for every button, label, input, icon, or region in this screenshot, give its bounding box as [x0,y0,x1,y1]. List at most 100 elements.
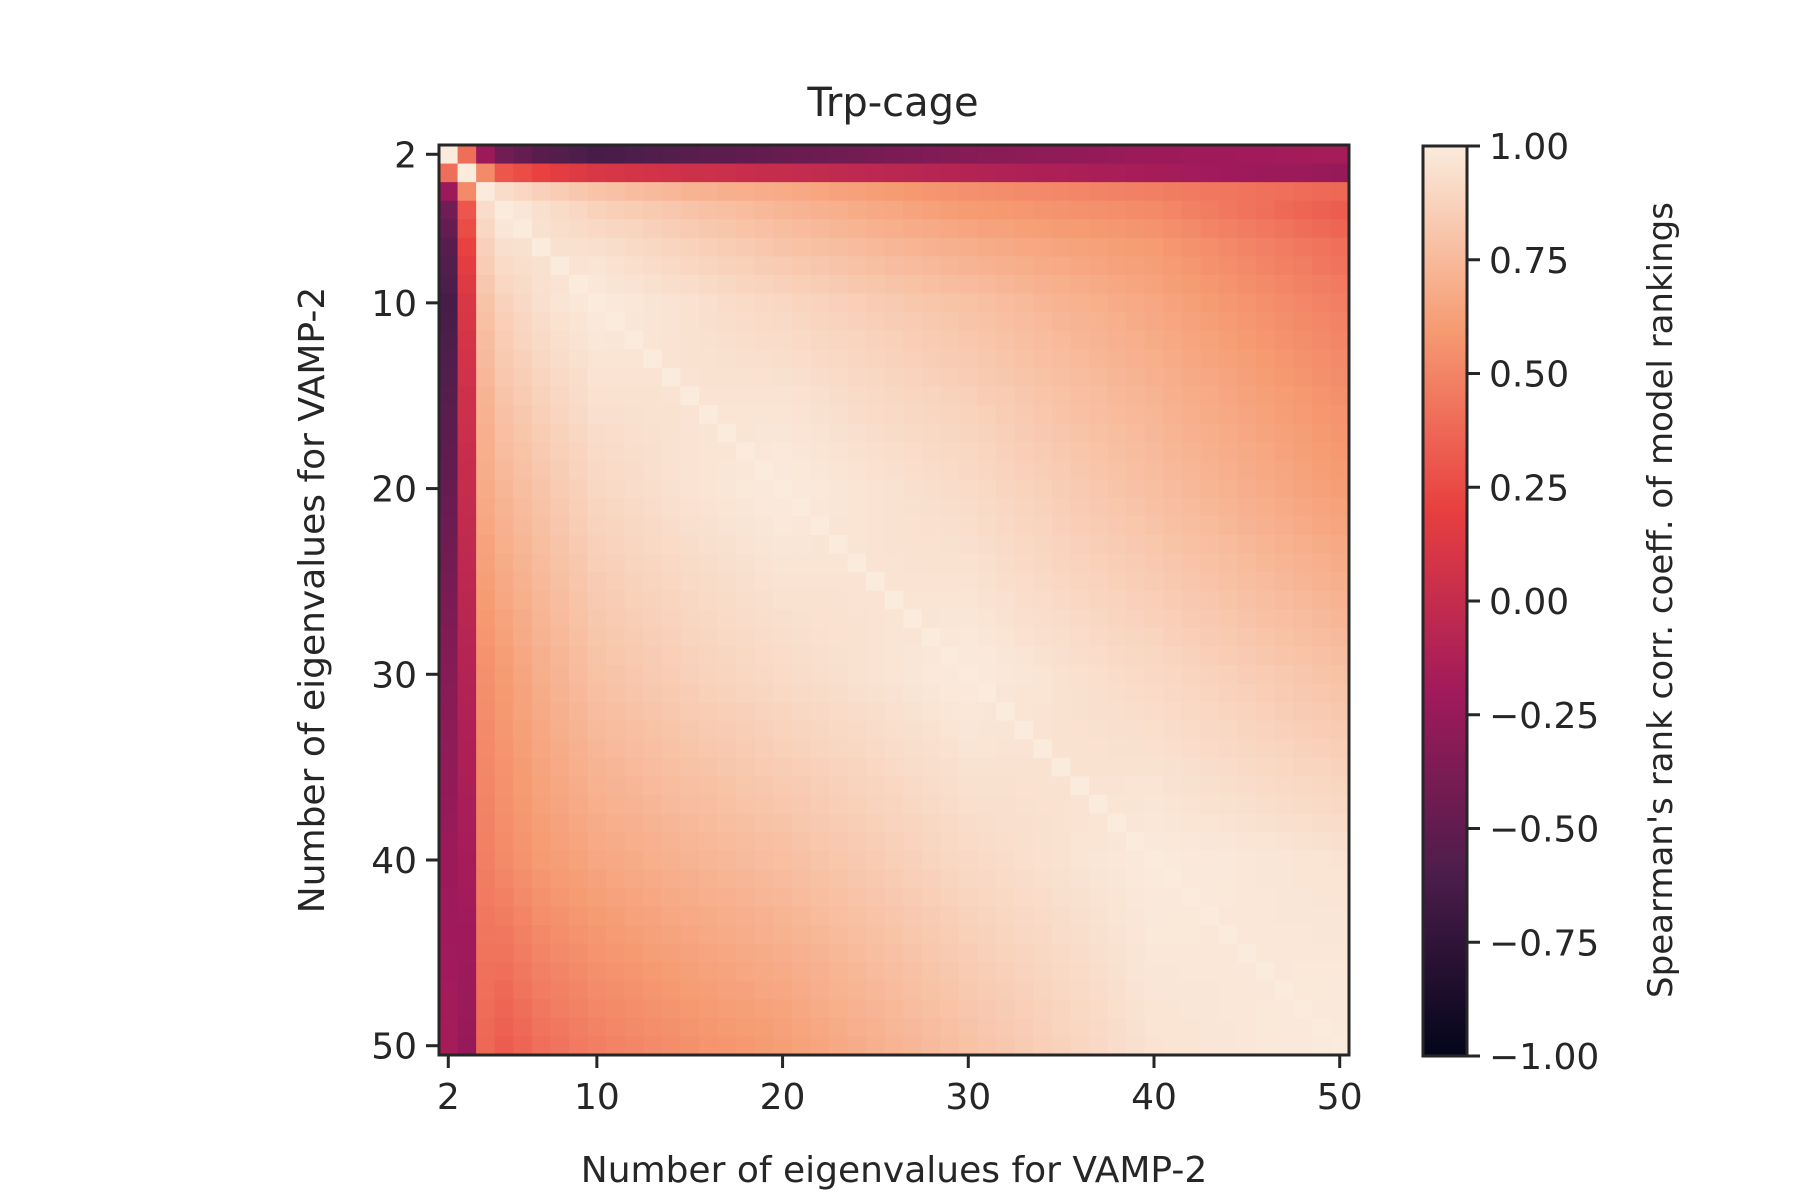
heatmap-cell [1219,832,1239,852]
heatmap-cell [1256,479,1276,499]
heatmap-cell [903,312,923,332]
heatmap-cell [1014,832,1034,852]
heatmap-cell [717,887,737,908]
heatmap-cell [1293,702,1313,722]
heatmap-cell [661,330,682,350]
heatmap-cell [940,757,960,778]
heatmap-cell [699,980,719,1000]
heatmap-cell [569,275,589,295]
heatmap-cell [1014,275,1034,295]
heatmap-cell [754,256,774,276]
heatmap-cell [513,553,533,573]
heatmap-cell [810,776,830,796]
heatmap-cell [1126,256,1146,276]
heatmap-cell [457,813,477,833]
heatmap-cell [680,999,700,1019]
heatmap-cell [1144,646,1164,666]
heatmap-cell [717,572,737,592]
heatmap-cell [940,665,960,685]
heatmap-cell [903,757,923,778]
heatmap-cell [921,256,942,276]
heatmap-cell [606,200,626,220]
heatmap-cell [921,367,942,388]
heatmap-cell [1311,219,1332,239]
heatmap-cell [1033,665,1053,685]
heatmap-cell [439,702,459,722]
heatmap-cell [1330,739,1350,759]
heatmap-cell [996,237,1016,258]
heatmap-cell [606,219,626,239]
heatmap-cell [494,609,514,629]
heatmap-cell [1051,999,1072,1019]
x-axis-label: Number of eigenvalues for VAMP-2 [581,1150,1207,1191]
heatmap-cell [1070,442,1090,462]
heatmap-cell [829,683,849,703]
heatmap-cell [476,200,496,220]
heatmap-cell [1219,386,1239,406]
heatmap-cell [717,925,737,945]
heatmap-cell [866,293,886,313]
heatmap-cell [661,609,682,629]
heatmap-cell [513,256,533,276]
heatmap-cell [1144,887,1164,908]
heatmap-cell [1311,182,1332,202]
heatmap-cell [1070,1036,1090,1056]
heatmap-cell [1033,906,1053,926]
heatmap-cell [643,275,663,295]
heatmap-cell [736,999,756,1019]
heatmap-cell [476,776,496,796]
heatmap-cell [624,275,644,295]
heatmap-cell [736,497,756,518]
heatmap-cell [1256,516,1276,536]
heatmap-cell [996,330,1016,350]
heatmap-cell [1033,646,1053,666]
heatmap-cell [606,943,626,963]
heatmap-cell [1144,312,1164,332]
heatmap-cell [476,312,496,332]
heatmap-cell [977,535,997,555]
heatmap-cell [996,850,1016,870]
heatmap-cell [847,943,867,963]
heatmap-cell [903,553,923,573]
heatmap-cell [977,1017,997,1038]
heatmap-cell [847,925,867,945]
heatmap-cell [1051,609,1072,629]
heatmap-cell [1051,553,1072,573]
heatmap-cell [884,405,904,425]
heatmap-cell [457,460,477,480]
heatmap-cell [903,219,923,239]
heatmap-cell [569,535,589,555]
heatmap-cell [1033,1017,1053,1038]
heatmap-cell [624,423,644,443]
heatmap-cell [866,367,886,388]
heatmap-cell [977,813,997,833]
heatmap-cell [1014,535,1034,555]
heatmap-cell [457,293,477,313]
heatmap-cell [1033,405,1053,425]
heatmap-cell [810,683,830,703]
heatmap-cell [439,572,459,592]
heatmap-cell [494,590,514,610]
heatmap-cell [661,460,682,480]
heatmap-cell [1089,479,1109,499]
heatmap-cell [476,386,496,406]
heatmap-cell [1033,312,1053,332]
heatmap-cell [810,739,830,759]
heatmap-cell [699,423,719,443]
heatmap-cell [847,1017,867,1038]
heatmap-cell [1219,349,1239,369]
heatmap-cell [940,590,960,610]
heatmap-cell [736,795,756,815]
heatmap-cell [866,145,886,165]
heatmap-cell [717,293,737,313]
heatmap-cell [903,962,923,982]
heatmap-cell [1144,330,1164,350]
heatmap-cell [1181,1017,1202,1038]
heatmap-cell [1256,312,1276,332]
heatmap-cell [476,1017,496,1038]
heatmap-cell [1237,460,1257,480]
heatmap-cell [921,683,942,703]
heatmap-cell [1330,869,1350,889]
heatmap-cell [754,442,774,462]
heatmap-cell [624,386,644,406]
